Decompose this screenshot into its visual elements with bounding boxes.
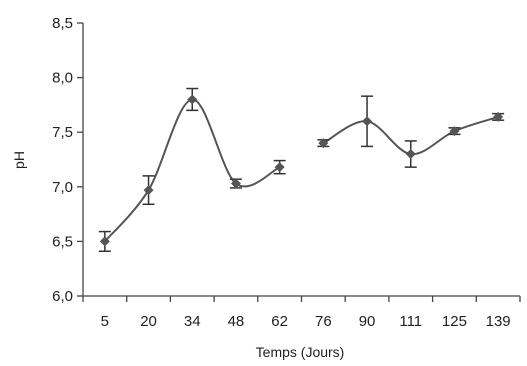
axes [77,22,521,302]
data-point [273,159,286,175]
x-tick-label: 125 [442,313,467,330]
data-series [98,87,505,252]
x-axis-title: Temps (Jours) [256,344,345,360]
diamond-marker [99,236,110,247]
x-tick-label: 62 [271,313,288,330]
diamond-marker [449,126,460,137]
diamond-marker [143,185,154,196]
diamond-marker [274,162,285,173]
data-point [404,140,417,168]
diamond-marker [362,116,373,127]
x-tick-label: 139 [486,313,511,330]
y-tick-label: 7,0 [52,179,73,196]
x-tick-label: 5 [101,313,109,330]
diamond-marker [230,178,241,189]
data-point [448,126,461,137]
data-point [361,95,374,148]
y-tick-label: 6,0 [52,288,73,305]
diamond-marker [187,94,198,105]
x-tick-label: 20 [140,313,157,330]
diamond-marker [318,138,329,149]
x-tick-label: 48 [228,313,245,330]
y-tick-label: 6,5 [52,233,73,250]
x-tick-label: 34 [184,313,201,330]
data-point [98,230,111,252]
x-tick-label: 90 [359,313,376,330]
data-point [186,87,199,112]
y-tick-label: 8,0 [52,70,73,87]
data-point [492,111,505,122]
y-axis-title: pH [11,151,27,169]
data-point [142,175,155,206]
y-tick-label: 7,5 [52,124,73,141]
data-point [229,178,242,189]
diamond-marker [493,111,504,122]
y-tick-label: 8,5 [52,15,73,32]
diamond-marker [405,149,416,160]
data-point [317,138,330,149]
series-line [104,98,281,243]
tick-labels: 6,0 6,5 7,0 7,5 8,0 8,5 5 20 34 48 62 76 90 111 125 139 [52,15,511,330]
x-tick-label: 76 [315,313,332,330]
x-tick-label: 111 [399,313,422,330]
